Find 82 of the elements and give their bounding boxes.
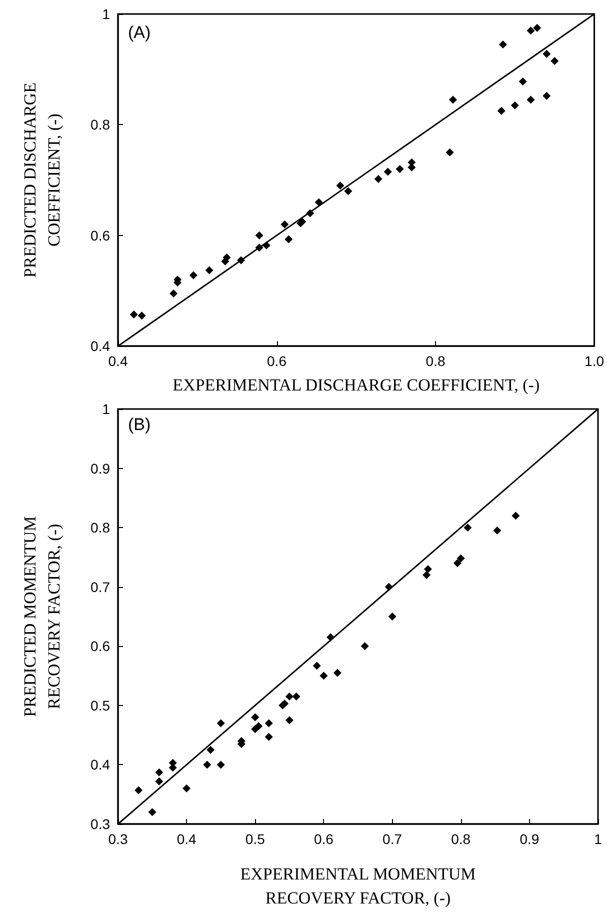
point bbox=[170, 290, 178, 298]
point bbox=[206, 746, 215, 754]
point bbox=[510, 101, 519, 110]
point bbox=[446, 148, 454, 156]
point bbox=[314, 198, 323, 206]
point bbox=[374, 174, 382, 183]
y-tick-label: 0.4 bbox=[90, 338, 110, 354]
x-tick-label: 1.0 bbox=[584, 353, 604, 370]
point bbox=[498, 40, 507, 48]
point bbox=[550, 57, 559, 66]
y-tick-label: 0.7 bbox=[90, 578, 110, 595]
point bbox=[333, 668, 342, 677]
point bbox=[264, 719, 273, 728]
point bbox=[130, 310, 138, 319]
y-tick-label: 0.4 bbox=[90, 756, 110, 773]
point bbox=[312, 662, 321, 670]
point bbox=[155, 768, 164, 776]
y-tick-label: 1 bbox=[102, 401, 110, 417]
point bbox=[216, 760, 225, 769]
point bbox=[384, 168, 392, 176]
point bbox=[512, 512, 520, 520]
point bbox=[448, 96, 457, 104]
point bbox=[320, 672, 328, 680]
point bbox=[464, 524, 472, 532]
point bbox=[396, 164, 404, 173]
x-tick-label: 0.6 bbox=[267, 353, 287, 370]
point bbox=[155, 777, 164, 786]
point bbox=[203, 760, 212, 769]
x-axis-title: EXPERIMENTAL DISCHARGE COEFFICIENT, (-) bbox=[172, 376, 540, 394]
point bbox=[388, 612, 396, 620]
point bbox=[292, 692, 300, 701]
x-tick-label: 0.5 bbox=[245, 831, 266, 847]
point bbox=[453, 559, 462, 568]
annotation: (B) bbox=[128, 415, 151, 434]
point bbox=[424, 565, 432, 574]
point bbox=[456, 554, 465, 562]
x-tick-label: 0.8 bbox=[451, 831, 471, 847]
y-tick-label: 0.3 bbox=[90, 816, 110, 832]
y-tick-label: 0.5 bbox=[90, 697, 110, 714]
y-tick-label: 1 bbox=[102, 6, 110, 22]
y-axis-title: PREDICTED MOMENTUM RECOVERY FACTOR, (-) bbox=[20, 516, 64, 717]
point bbox=[344, 187, 352, 196]
point bbox=[526, 26, 535, 35]
point bbox=[285, 716, 294, 724]
point bbox=[284, 235, 293, 244]
point bbox=[533, 24, 542, 32]
point bbox=[189, 271, 198, 280]
x-tick-label: 1 bbox=[594, 831, 602, 847]
point bbox=[205, 266, 214, 274]
point bbox=[134, 786, 143, 794]
x-axis-title: EXPERIMENTAL MOMENTUM RECOVERY FACTOR, (-) bbox=[240, 864, 476, 908]
y-tick-label: 0.8 bbox=[90, 116, 110, 133]
y-tick-label: 0.6 bbox=[90, 227, 110, 244]
point bbox=[336, 182, 344, 190]
point bbox=[497, 106, 506, 115]
x-tick-label: 0.9 bbox=[520, 831, 540, 847]
point bbox=[518, 78, 527, 86]
x-tick-label: 0.8 bbox=[426, 353, 446, 370]
x-tick-label: 0.4 bbox=[176, 831, 197, 847]
point bbox=[254, 722, 263, 730]
point bbox=[422, 571, 431, 579]
point bbox=[216, 719, 225, 728]
x-tick-label: 0.7 bbox=[382, 831, 402, 847]
point bbox=[542, 50, 551, 58]
point bbox=[251, 713, 260, 722]
point bbox=[360, 642, 369, 650]
point bbox=[255, 231, 264, 240]
point bbox=[285, 692, 294, 701]
point bbox=[280, 220, 289, 228]
y-tick-label: 0.9 bbox=[90, 460, 110, 476]
point bbox=[493, 526, 502, 535]
y-axis-title: PREDICTED DISCHARGE COEFFICIENT, (-) bbox=[20, 82, 64, 278]
point bbox=[526, 96, 535, 104]
point bbox=[542, 92, 551, 100]
point bbox=[264, 732, 273, 741]
y-tick-label: 0.6 bbox=[90, 638, 110, 654]
x-tick-label: 0.6 bbox=[314, 831, 334, 847]
point bbox=[148, 808, 156, 816]
point bbox=[182, 784, 191, 792]
annotation: (A) bbox=[128, 23, 151, 42]
y-tick-label: 0.8 bbox=[90, 520, 110, 536]
point bbox=[138, 312, 146, 320]
